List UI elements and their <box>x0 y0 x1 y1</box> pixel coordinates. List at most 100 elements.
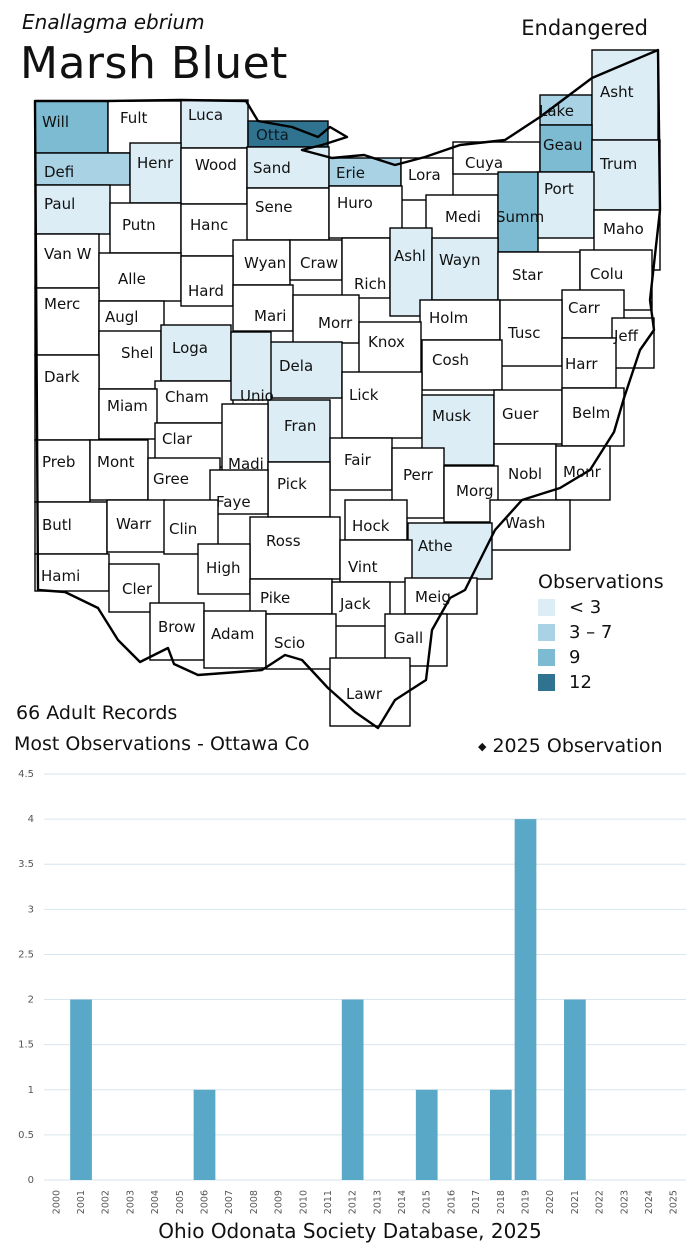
county-guer <box>493 389 563 445</box>
county-label-huro: Huro <box>337 194 373 212</box>
legend-item-12: 12 <box>538 672 592 693</box>
x-tick-label: 2012 <box>348 1190 359 1214</box>
county-label-merc: Merc <box>44 295 80 313</box>
county-shapes <box>34 49 661 727</box>
bar-2001 <box>70 999 92 1180</box>
county-label-jeff: Jeff <box>613 327 639 345</box>
county-label-lawr: Lawr <box>346 685 383 703</box>
county-miam <box>98 388 158 440</box>
county-label-mont: Mont <box>97 453 135 471</box>
county-label-guer: Guer <box>502 405 539 423</box>
legend-swatch <box>538 598 555 616</box>
county-label-lora: Lora <box>408 166 441 184</box>
x-tick-label: 2015 <box>422 1190 433 1214</box>
county-labels: Will Fult Luca Otta Lake Asht Defi Henr Wood Sand… <box>41 83 644 703</box>
x-tick-label: 2016 <box>446 1190 457 1214</box>
county-putn <box>109 202 182 254</box>
county-vint <box>339 539 413 583</box>
county-label-will: Will <box>42 113 69 131</box>
legend-swatch <box>538 648 555 666</box>
county-label-madi: Madi <box>228 455 264 473</box>
county-pike <box>249 578 333 615</box>
county-label-hami: Hami <box>41 567 80 585</box>
bar-2012 <box>341 999 364 1180</box>
x-tick-label: 2023 <box>619 1190 630 1214</box>
county-label-monr: Monr <box>563 463 602 481</box>
current-year-marker-legend: ◆ 2025 Observation <box>478 735 663 757</box>
county-label-craw: Craw <box>300 254 338 272</box>
county-label-port: Port <box>544 180 574 198</box>
county-label-alle: Alle <box>118 270 146 288</box>
y-tick-label: 1.5 <box>18 1040 34 1051</box>
county-label-high: High <box>206 559 240 577</box>
county-warr <box>106 499 166 553</box>
county-label-meig: Meig <box>415 588 451 606</box>
county-label-athe: Athe <box>418 537 453 555</box>
county-label-colu: Colu <box>590 265 623 283</box>
county-label-maho: Maho <box>603 220 644 238</box>
x-tick-label: 2020 <box>545 1190 556 1214</box>
county-label-otta: Otta <box>256 126 289 144</box>
county-label-clin: Clin <box>169 520 197 538</box>
county-belm <box>561 387 625 447</box>
county-morg <box>443 465 499 523</box>
x-tick-label: 2004 <box>150 1190 161 1214</box>
county-gree <box>147 457 221 503</box>
county-label-geau: Geau <box>543 136 583 154</box>
county-adam <box>203 610 267 669</box>
x-tick-label: 2006 <box>200 1190 211 1214</box>
county-athe <box>407 522 493 580</box>
county-dela <box>269 341 343 399</box>
most-observations-note: Most Observations - Ottawa Co <box>14 733 310 755</box>
county-label-summ: Summ <box>496 208 544 226</box>
county-label-augl: Augl <box>105 308 138 326</box>
county-label-ashl: Ashl <box>394 247 426 265</box>
y-tick-label: 3 <box>28 904 34 915</box>
county-tusc <box>499 299 563 367</box>
county-label-erie: Erie <box>336 164 365 182</box>
county-madi <box>221 403 269 477</box>
x-tick-label: 2008 <box>249 1190 260 1214</box>
source-credit: Ohio Odonata Society Database, 2025 <box>158 1219 542 1243</box>
species-common-name: Marsh Bluet <box>20 38 288 89</box>
county-henr <box>129 142 182 204</box>
county-wood <box>180 147 248 205</box>
county-label-morr: Morr <box>318 314 353 332</box>
county-label-scio: Scio <box>274 634 305 652</box>
x-tick-label: 2000 <box>51 1190 62 1214</box>
county-label-defi: Defi <box>44 163 74 181</box>
x-tick-label: 2021 <box>570 1190 581 1214</box>
y-tick-label: 2 <box>28 995 34 1006</box>
bar-2019 <box>514 819 537 1180</box>
county-wash <box>489 499 571 551</box>
county-label-lick: Lick <box>349 386 379 404</box>
x-tick-label: 2005 <box>175 1190 186 1214</box>
legend-item-lt3: < 3 <box>538 596 602 618</box>
county-label-hanc: Hanc <box>190 216 228 234</box>
county-label-rich: Rich <box>354 275 386 293</box>
legend-label: 9 <box>569 646 581 668</box>
x-tick-label: 2017 <box>471 1190 482 1214</box>
county-label-brow: Brow <box>158 618 196 636</box>
x-tick-label: 2024 <box>644 1190 655 1214</box>
legend-label: 3 – 7 <box>569 621 613 643</box>
county-hami <box>34 553 110 592</box>
county-paul <box>34 184 111 235</box>
legend-label: < 3 <box>569 596 602 618</box>
county-label-carr: Carr <box>568 299 601 317</box>
y-tick-label: 0 <box>28 1175 34 1186</box>
county-label-holm: Holm <box>429 309 468 327</box>
county-morr <box>292 294 360 344</box>
x-tick-label: 2025 <box>669 1190 680 1214</box>
legend-item-9: 9 <box>538 646 581 668</box>
current-year-label: 2025 Observation <box>492 735 663 757</box>
x-tick-label: 2001 <box>76 1190 87 1214</box>
county-faye <box>209 469 269 515</box>
county-label-wash: Wash <box>505 514 545 532</box>
county-label-luca: Luca <box>188 106 223 124</box>
county-sene <box>246 187 330 241</box>
county-ross <box>249 516 341 580</box>
county-pick <box>267 461 331 518</box>
county-label-cosh: Cosh <box>432 351 469 369</box>
county-label-dela: Dela <box>279 357 313 375</box>
